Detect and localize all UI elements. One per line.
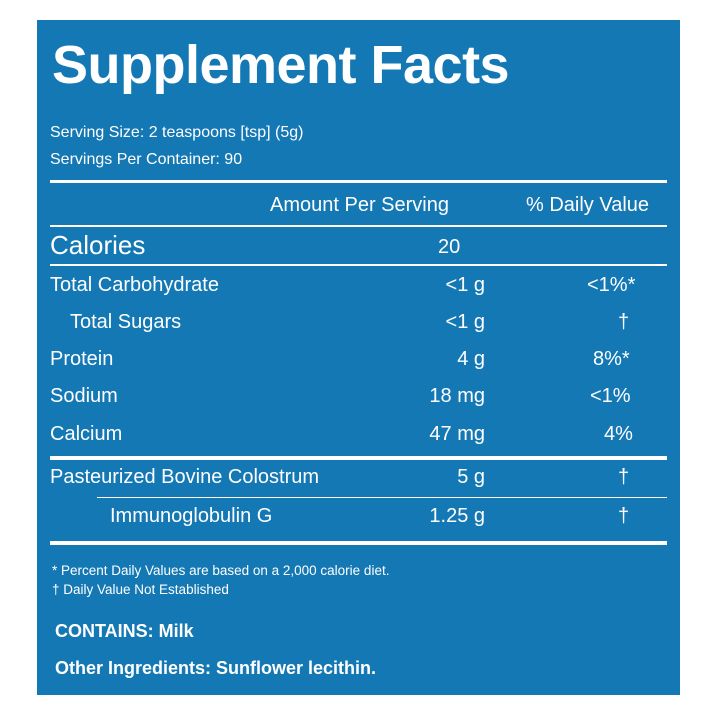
calories-label: Calories — [50, 230, 146, 260]
nutrient-daily-value: † — [618, 311, 630, 333]
ingredient-name: Immunoglobulin G — [110, 505, 273, 527]
divider-thick-ingredients — [50, 456, 667, 460]
nutrient-name: Sodium — [50, 385, 118, 407]
nutrient-daily-value: <1% — [590, 385, 631, 407]
other-ingredients: Other Ingredients: Sunflower lecithin. — [55, 658, 377, 678]
divider-calories — [50, 264, 667, 266]
ingredient-daily-value: † — [618, 466, 630, 488]
nutrient-amount: 4 g — [457, 348, 485, 370]
divider-thick-bottom — [50, 541, 667, 545]
divider-header — [50, 225, 667, 227]
footnote-not-established: † Daily Value Not Established — [52, 582, 229, 597]
nutrient-name: Protein — [50, 348, 114, 370]
header-daily-value: % Daily Value — [526, 194, 650, 216]
supplement-facts-panel: Supplement Facts Serving Size: 2 teaspoo… — [37, 20, 680, 695]
nutrient-daily-value: 8%* — [593, 348, 630, 370]
nutrient-amount: 47 mg — [429, 423, 485, 445]
ingredient-daily-value: † — [618, 505, 630, 527]
footnote-percent-dv: * Percent Daily Values are based on a 2,… — [52, 563, 390, 578]
ingredient-amount: 5 g — [457, 466, 485, 488]
nutrient-name: Calcium — [50, 423, 123, 445]
contains-statement: CONTAINS: Milk — [55, 621, 194, 641]
divider-thick-top — [50, 180, 667, 183]
servings-per-container: Servings Per Container: 90 — [50, 151, 243, 168]
ingredient-amount: 1.25 g — [429, 505, 485, 527]
nutrient-name: Total Carbohydrate — [50, 274, 219, 296]
calories-amount: 20 — [438, 236, 461, 258]
ingredient-name: Pasteurized Bovine Colostrum — [50, 466, 320, 488]
panel-title: Supplement Facts — [52, 35, 510, 95]
header-amount-per-serving: Amount Per Serving — [270, 194, 449, 216]
nutrient-amount: 18 mg — [429, 385, 485, 407]
nutrient-name: Total Sugars — [70, 311, 182, 333]
nutrient-daily-value: 4% — [604, 423, 633, 445]
nutrient-amount: <1 g — [445, 274, 485, 296]
divider-sub-ingredient — [97, 497, 667, 498]
nutrient-amount: <1 g — [445, 311, 485, 333]
nutrient-daily-value: <1%* — [587, 274, 636, 296]
serving-size: Serving Size: 2 teaspoons [tsp] (5g) — [50, 124, 304, 141]
